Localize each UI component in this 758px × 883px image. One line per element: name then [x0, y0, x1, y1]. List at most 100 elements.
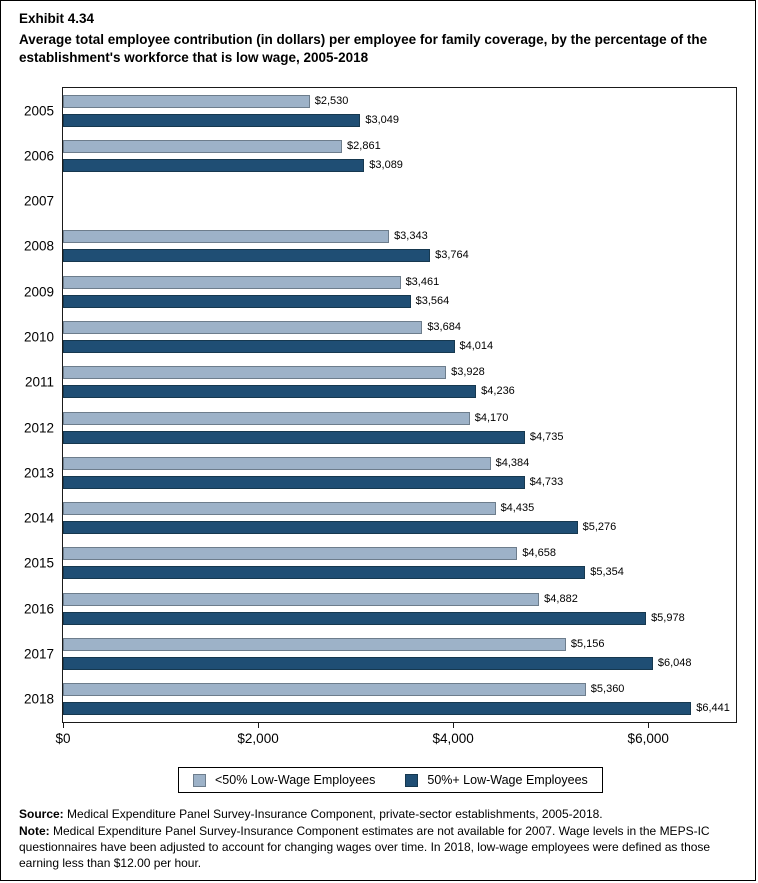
bar-ge50-2005 [63, 113, 361, 127]
source-label: Source: [19, 807, 64, 821]
bar-line: $6,048 [63, 657, 736, 671]
chart-row-2007: 2007 [24, 179, 736, 224]
bar-ge50-2012 [63, 430, 525, 444]
bar-line: $3,564 [63, 294, 736, 308]
bar-value-label: $5,978 [651, 611, 685, 624]
bar-lt50-2011 [63, 366, 447, 380]
bar-line: $4,384 [63, 456, 736, 470]
bar-value-label: $3,684 [427, 321, 461, 334]
exhibit-number: Exhibit 4.34 [19, 11, 95, 26]
chart-row-2012: 2012 $4,170 $4,735 [24, 405, 736, 450]
bar-ge50-2018 [63, 702, 692, 716]
bar-line: $3,089 [63, 158, 736, 172]
bar-value-label: $3,049 [365, 113, 400, 126]
bar-line [63, 185, 736, 198]
bar-value-label: $4,735 [529, 430, 564, 443]
source-line: Source: Medical Expenditure Panel Survey… [19, 806, 741, 822]
bar-line [63, 204, 736, 217]
bar-value-label: $2,530 [314, 94, 349, 107]
bar-lt50-2008 [63, 230, 390, 244]
bar-line: $5,354 [63, 566, 736, 580]
bar-line: $4,435 [63, 502, 736, 516]
bar-lt50-2010 [63, 321, 423, 335]
bar-value-label: $4,236 [481, 385, 515, 398]
bar-value-label: $4,882 [544, 592, 578, 605]
bar-ge50-2006 [63, 158, 365, 172]
bar-lt50-2015 [63, 547, 518, 561]
bar-ge50-2017 [63, 657, 653, 671]
legend-swatch-ge50 [405, 773, 419, 787]
year-label: 2010 [23, 329, 54, 345]
year-label: 2005 [23, 103, 54, 119]
year-label: 2015 [23, 555, 54, 571]
x-axis-tick [258, 722, 260, 728]
footnotes: Source: Medical Expenditure Panel Survey… [19, 806, 741, 872]
bar-lt50-2005 [63, 94, 310, 108]
bar-line: $4,735 [63, 430, 736, 444]
bar-value-label: $6,441 [696, 702, 730, 715]
year-label: 2012 [23, 420, 54, 436]
bar-value-label: $3,343 [394, 230, 428, 243]
bar-value-label: $3,764 [435, 249, 469, 262]
bar-value-label: $4,658 [522, 547, 556, 560]
bar-lt50-2017 [63, 638, 566, 652]
note-text: Medical Expenditure Panel Survey-Insuran… [19, 824, 711, 871]
chart-row-2011: 2011 $3,928 $4,236 [25, 360, 736, 405]
bar-value-label: $5,156 [570, 638, 605, 651]
bar-value-label: $3,089 [369, 158, 403, 171]
chart-row-2010: 2010 $3,684 $4,014 [24, 314, 736, 359]
note-label: Note: [19, 824, 50, 839]
chart-row-2005: 2005 $2,530 $3,049 [24, 88, 736, 133]
bar-line: $4,882 [63, 592, 736, 606]
bar-line: $5,276 [63, 521, 736, 535]
x-axis-tick-label: $2,000 [237, 731, 279, 746]
legend-item-ge50: 50%+ Low-Wage Employees [405, 773, 588, 787]
title-block: Exhibit 4.34 Average total employee cont… [19, 11, 725, 67]
bar-line: $3,049 [63, 113, 736, 127]
source-text: Medical Expenditure Panel Survey-Insuran… [63, 807, 603, 821]
chart-row-2015: 2015 $4,658 $5,354 [24, 541, 736, 586]
bar-value-label: $4,170 [474, 411, 509, 424]
year-label: 2014 [23, 510, 54, 526]
chart-title: Average total employee contribution (in … [19, 32, 708, 65]
bar-lt50-2009 [63, 275, 401, 289]
bar-line: $4,733 [63, 475, 736, 489]
bar-line: $3,764 [63, 249, 736, 263]
year-label: 2009 [23, 284, 54, 300]
bar-line: $5,360 [63, 683, 736, 697]
year-label: 2008 [23, 238, 54, 254]
bar-value-label: $5,276 [582, 521, 617, 534]
x-axis-tick [63, 722, 64, 728]
bar-line: $4,170 [63, 411, 736, 425]
bar-value-label: $4,435 [500, 502, 535, 515]
year-label: 2006 [23, 148, 54, 164]
chart-row-2018: 2018 $5,360 $6,441 [24, 677, 736, 722]
bar-lt50-2006 [63, 139, 343, 153]
bar-line: $5,156 [63, 638, 736, 652]
bar-line: $4,236 [63, 385, 736, 399]
chart-row-2017: 2017 $5,156 $6,048 [24, 631, 736, 676]
bar-value-label: $3,461 [405, 275, 440, 288]
bar-ge50-2016 [63, 611, 647, 625]
note-line: Note: Medical Expenditure Panel Survey-I… [19, 823, 741, 871]
chart-row-2008: 2008 $3,343 $3,764 [24, 224, 736, 269]
bar-value-label: $2,861 [347, 139, 381, 152]
legend-label-ge50: 50%+ Low-Wage Employees [427, 773, 588, 787]
bar-value-label: $4,384 [495, 456, 530, 469]
bar-line: $3,684 [63, 321, 736, 335]
bar-ge50-2008 [63, 249, 431, 263]
legend-item-lt50: <50% Low-Wage Employees [193, 773, 375, 787]
bar-ge50-2015 [63, 566, 586, 580]
year-label: 2007 [23, 193, 54, 209]
year-label: 2011 [24, 374, 54, 390]
x-axis-tick [648, 722, 650, 728]
bar-line: $2,530 [63, 94, 736, 108]
legend-label-lt50: <50% Low-Wage Employees [215, 773, 376, 787]
bar-value-label: $3,564 [415, 294, 450, 307]
year-label: 2016 [23, 601, 54, 617]
bar-line: $2,861 [63, 139, 736, 153]
bar-value-label: $4,733 [529, 475, 564, 488]
bar-ge50-2010 [63, 340, 455, 354]
bar-ge50-2011 [63, 385, 477, 399]
